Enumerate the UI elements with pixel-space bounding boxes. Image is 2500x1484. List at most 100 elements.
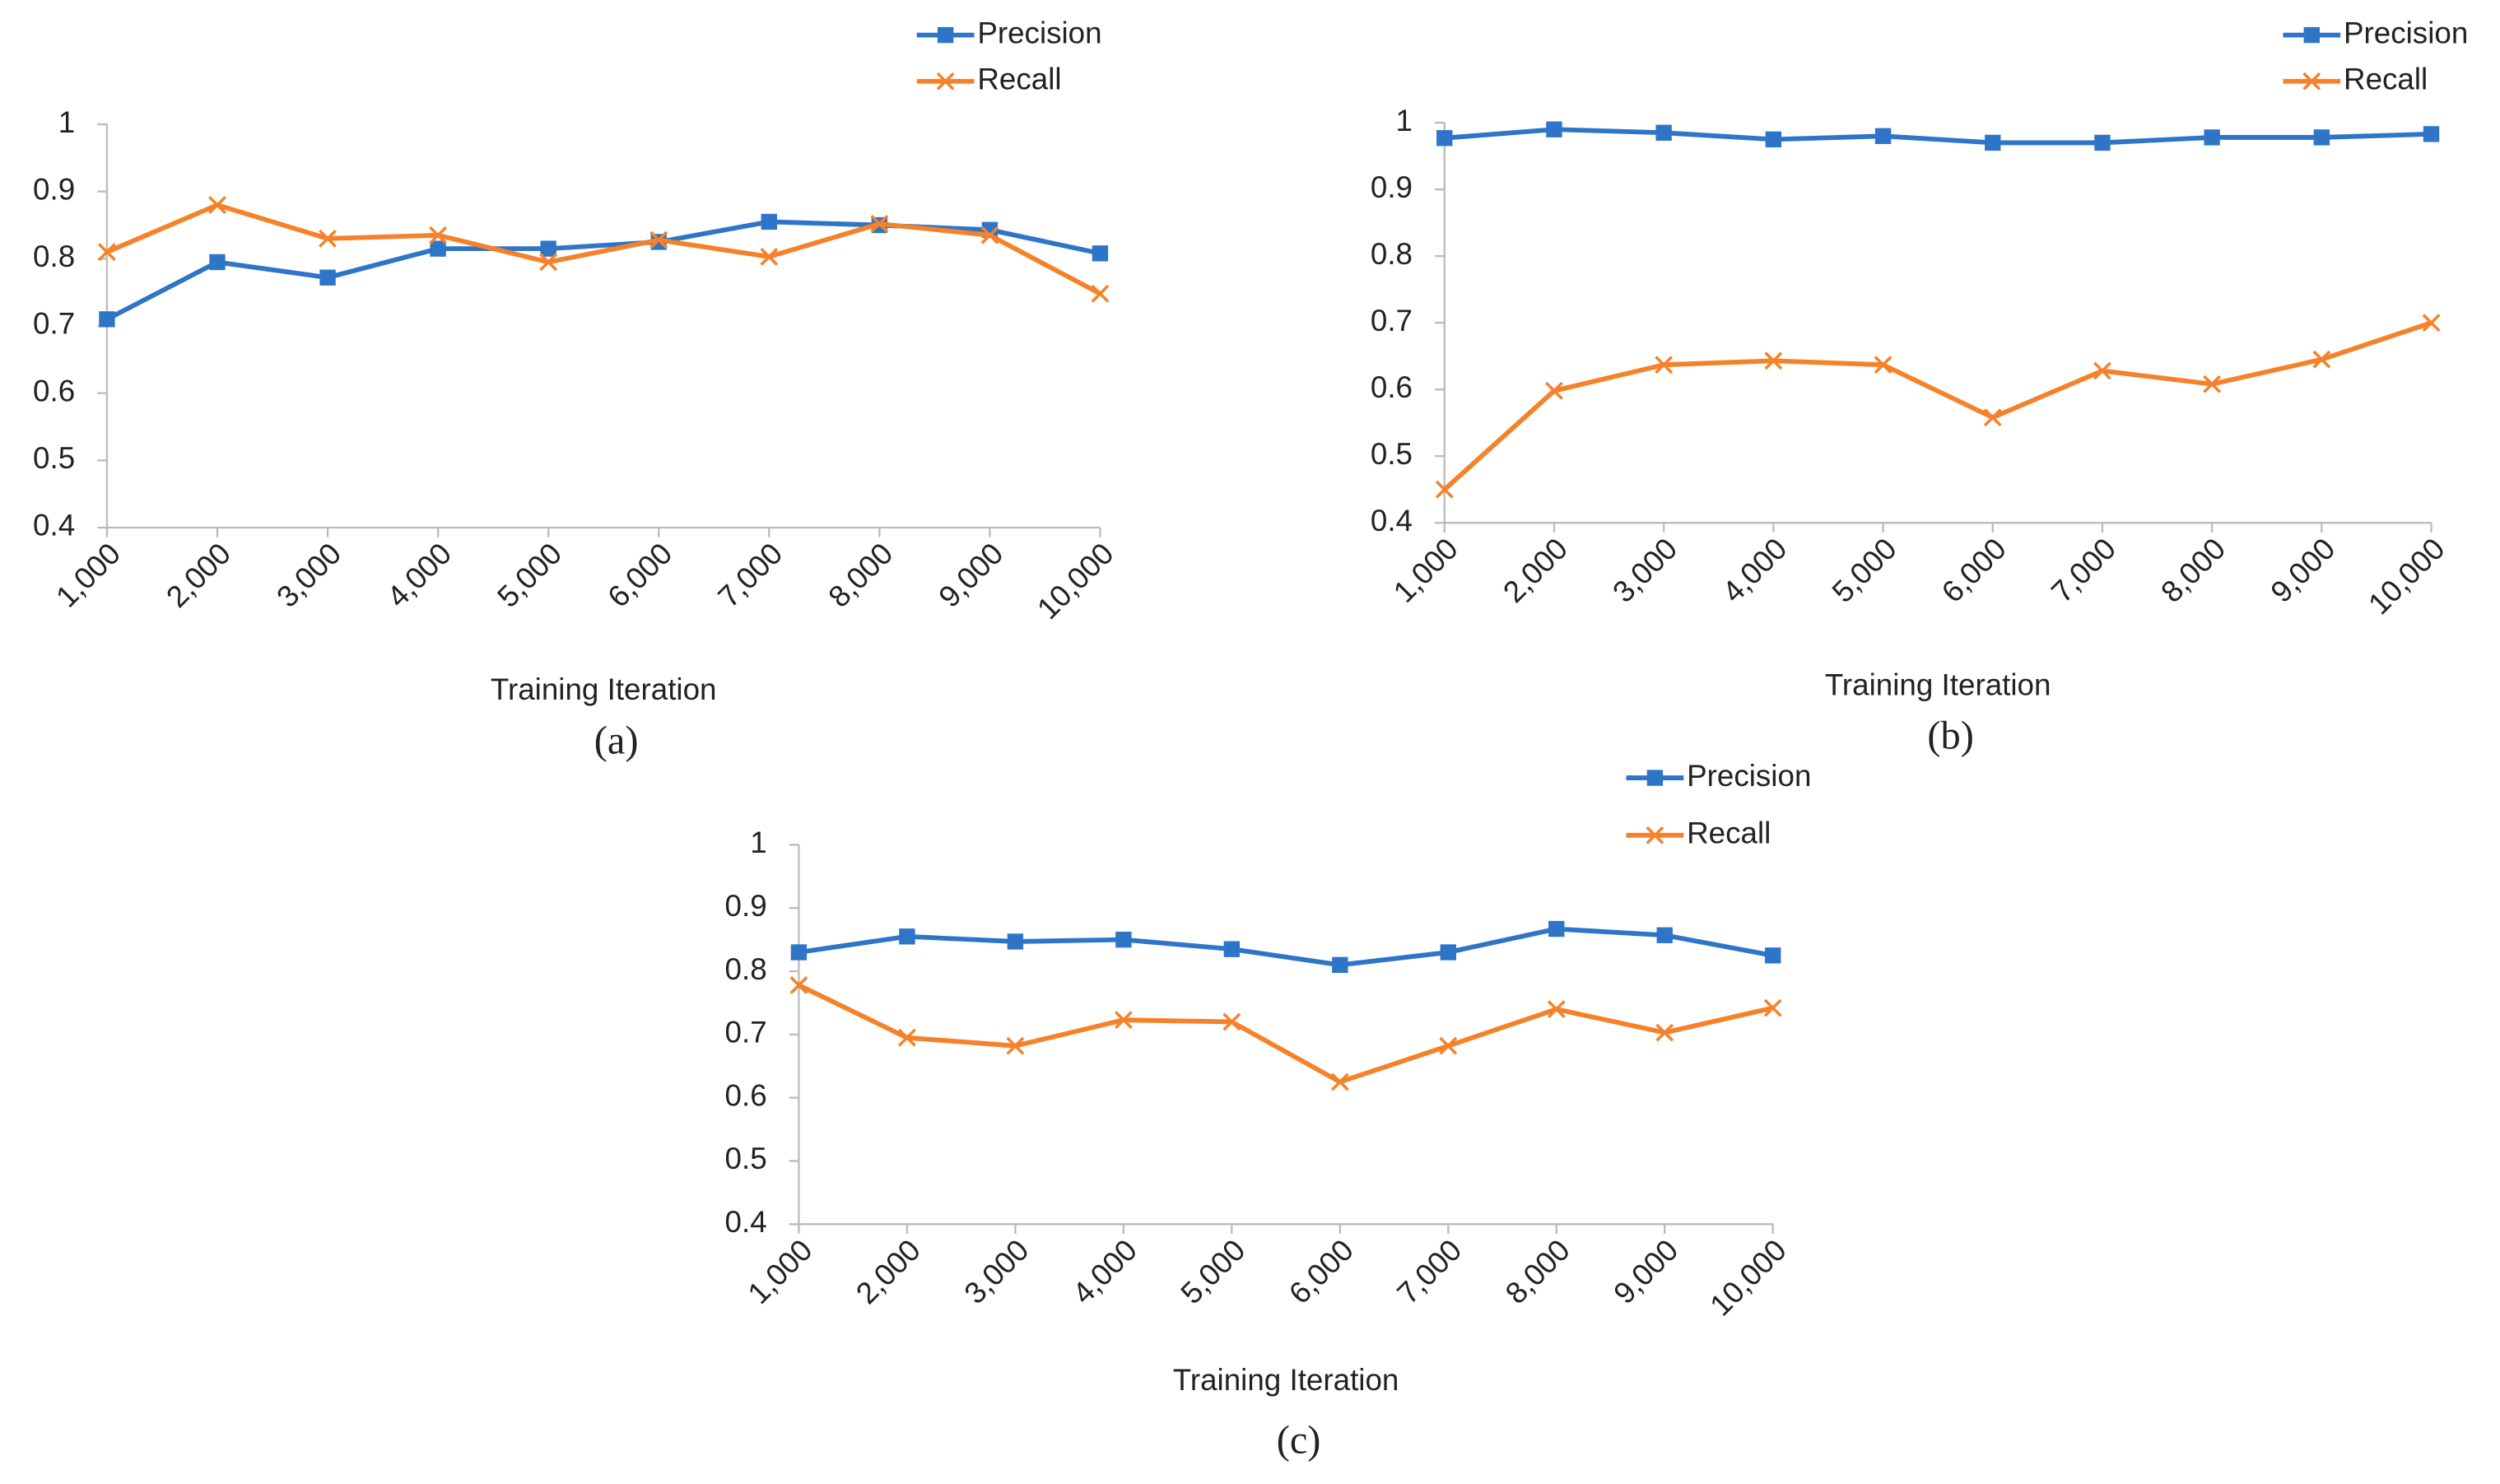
- point-marker: [319, 229, 337, 248]
- point-marker: [1655, 124, 1672, 141]
- x-axis-label: Training Iteration: [491, 672, 717, 706]
- x-tick-label: 2,000: [850, 1233, 927, 1310]
- y-tick-label: 0.6: [33, 374, 75, 407]
- data-line: [1444, 127, 2432, 146]
- point-marker: [1764, 351, 1783, 370]
- point-marker: [1655, 1023, 1674, 1042]
- legend-marker: [1646, 770, 1664, 786]
- y-tick-label: 0.4: [1371, 504, 1413, 537]
- y-tick-label: 0.9: [33, 172, 75, 206]
- point-marker: [1115, 931, 1132, 948]
- caption: (a): [594, 719, 639, 763]
- x-tick-label: 5,000: [1174, 1233, 1251, 1310]
- x-axis-label: Training Iteration: [1825, 668, 2051, 701]
- y-tick-label: 0.6: [725, 1078, 767, 1112]
- point-marker: [1983, 408, 2002, 427]
- data-line: [105, 219, 1101, 322]
- x-tick-label: 8,000: [2154, 532, 2232, 609]
- x-tick-label: 1,000: [742, 1233, 819, 1310]
- x-tick-label: 1,000: [1387, 532, 1464, 609]
- point-marker: [897, 1028, 916, 1047]
- point-marker: [1222, 1012, 1241, 1031]
- x-tick-label: 9,000: [2264, 532, 2341, 609]
- data-line: [105, 202, 1101, 296]
- point-marker: [899, 928, 915, 945]
- x-tick-label: 10,000: [2362, 532, 2451, 621]
- y-tick-label: 0.8: [1371, 237, 1413, 271]
- point-marker: [1545, 381, 1563, 400]
- point-marker: [2422, 314, 2441, 333]
- point-marker: [760, 248, 779, 266]
- legend-marker: [2303, 26, 2320, 44]
- y-tick-label: 0.7: [725, 1016, 767, 1049]
- point-marker: [1091, 284, 1110, 303]
- data-line: [798, 983, 1774, 1085]
- x-tick-label: 3,000: [270, 537, 347, 614]
- x-tick-label: 4,000: [1066, 1233, 1143, 1310]
- chart: 0.4 0.5 0.6 0.7 0.8 0.9 1 1,000 2,000 3,000 4,000 5…: [1371, 16, 2468, 757]
- legend-label: Precision: [977, 16, 1101, 49]
- y-tick-label: 0.5: [1371, 437, 1413, 471]
- point-marker: [540, 240, 556, 257]
- x-tick-label: 3,000: [957, 1233, 1035, 1310]
- legend-marker: [936, 72, 955, 91]
- legend-marker: [1646, 826, 1664, 844]
- y-tick-label: 0.4: [725, 1205, 767, 1239]
- y-tick-label: 0.4: [33, 509, 75, 542]
- x-tick-label: 10,000: [1703, 1233, 1793, 1323]
- point-marker: [1546, 121, 1562, 137]
- point-marker: [1436, 130, 1453, 147]
- point-marker: [1007, 933, 1024, 950]
- legend-marker: [937, 26, 954, 44]
- legend-label: Recall: [1687, 816, 1771, 850]
- point-marker: [1547, 1000, 1566, 1019]
- x-tick-label: 6,000: [1283, 1233, 1360, 1310]
- point-marker: [429, 226, 448, 244]
- point-marker: [1765, 947, 1781, 964]
- y-tick-label: 1: [1396, 104, 1413, 137]
- y-tick-label: 0.9: [725, 889, 767, 923]
- legend-label: Precision: [1687, 759, 1811, 793]
- point-marker: [319, 269, 336, 286]
- point-marker: [2203, 374, 2222, 393]
- legend-label: Precision: [2344, 16, 2468, 49]
- point-marker: [1765, 131, 1782, 148]
- point-marker: [1092, 245, 1109, 262]
- point-marker: [761, 213, 777, 230]
- point-marker: [1439, 1036, 1458, 1055]
- y-tick-label: 0.6: [1371, 370, 1413, 404]
- x-axis-label: Training Iteration: [1173, 1363, 1399, 1397]
- point-marker: [649, 230, 668, 249]
- x-tick-label: 10,000: [1031, 537, 1120, 626]
- point-marker: [789, 976, 808, 994]
- point-marker: [208, 196, 226, 214]
- x-tick-label: 7,000: [1390, 1233, 1468, 1310]
- x-tick-label: 9,000: [932, 537, 1009, 614]
- chart: 0.4 0.5 0.6 0.7 0.8 0.9 1 1,000 2,000 3,000 4,000 5…: [33, 16, 1120, 762]
- y-tick-label: 0.7: [33, 307, 75, 341]
- point-marker: [2313, 129, 2330, 146]
- x-tick-label: 4,000: [1716, 532, 1793, 609]
- y-tick-label: 0.8: [725, 952, 767, 986]
- x-tick-label: 1,000: [49, 537, 127, 614]
- point-marker: [1548, 920, 1565, 937]
- x-tick-label: 6,000: [1935, 532, 2013, 609]
- point-marker: [430, 240, 446, 257]
- point-marker: [1985, 134, 2001, 151]
- y-tick-label: 1: [58, 105, 75, 139]
- chart: 0.4 0.5 0.6 0.7 0.8 0.9 1 1,000 2,000 3,000 4,000 5…: [725, 759, 1812, 1463]
- x-tick-label: 4,000: [380, 537, 458, 614]
- data-line: [798, 926, 1774, 968]
- legend-label: Recall: [2344, 62, 2428, 95]
- point-marker: [2423, 126, 2440, 142]
- point-marker: [1435, 480, 1454, 499]
- legend-label: Recall: [977, 62, 1061, 95]
- point-marker: [1656, 927, 1673, 943]
- x-tick-label: 9,000: [1607, 1233, 1684, 1310]
- point-marker: [1763, 998, 1782, 1017]
- x-tick-label: 7,000: [2045, 532, 2122, 609]
- x-tick-label: 7,000: [711, 537, 789, 614]
- point-marker: [1874, 128, 1892, 145]
- point-marker: [1874, 356, 1892, 374]
